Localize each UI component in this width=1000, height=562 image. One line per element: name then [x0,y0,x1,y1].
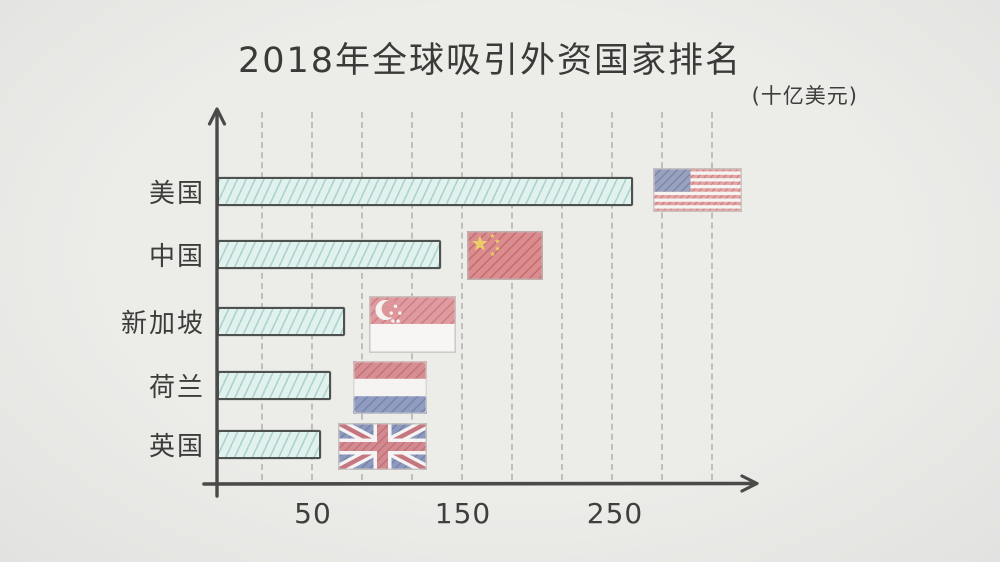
x-axis-line [202,481,756,486]
usa-flag-icon [653,168,742,212]
bar-usa [217,177,633,206]
y-axis-arrow-icon [207,107,227,126]
china-flag-icon [467,231,543,280]
category-label-usa: 美国 [148,179,205,209]
gridline-10 [711,112,713,480]
gridline-5 [461,112,463,480]
gridline-7 [561,112,563,480]
netherlands-flag-icon [353,361,427,414]
category-label-singapore: 新加坡 [120,309,205,339]
gridline-3 [361,112,363,480]
singapore-flag-icon [369,296,456,353]
bar-netherlands [217,371,331,400]
uk-flag-icon [338,423,427,470]
x-tick-label-150: 150 [434,497,492,530]
gridline-9 [661,112,663,480]
gridline-1 [261,112,263,480]
category-label-uk: 英国 [148,432,205,462]
gridline-8 [611,112,613,480]
gridline-2 [311,112,313,480]
chart-title: 2018年全球吸引外资国家排名 [237,41,743,81]
x-tick-label-250: 250 [586,497,644,530]
gridline-6 [511,112,513,480]
bar-china [217,240,441,269]
unit-label: (十亿美元) [751,84,858,108]
category-label-netherlands: 荷兰 [148,373,205,403]
category-label-china: 中国 [148,242,205,272]
bar-singapore [217,307,345,336]
bar-uk [217,430,321,459]
x-tick-label-50: 50 [294,497,332,530]
x-axis-arrow-icon [740,474,759,493]
